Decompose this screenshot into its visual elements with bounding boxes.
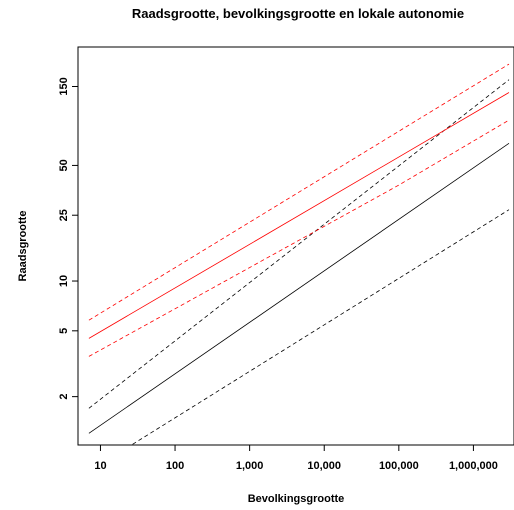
y-tick-label: 2 — [58, 394, 70, 400]
chart-title: Raadsgrootte, bevolkingsgrootte en lokal… — [132, 6, 464, 21]
y-tick-label: 5 — [58, 328, 70, 334]
y-tick-label: 10 — [58, 275, 70, 287]
y-tick-label: 150 — [58, 77, 70, 95]
series-layer — [88, 63, 510, 445]
y-tick-label: 50 — [58, 159, 70, 171]
series-line-4 — [88, 92, 510, 339]
x-tick-label: 1,000,000 — [449, 460, 498, 472]
x-tick-label: 10,000 — [307, 460, 341, 472]
x-tick-label: 100 — [166, 460, 184, 472]
series-line-1 — [88, 142, 510, 434]
series-line-5 — [88, 63, 510, 321]
x-axis-label: Bevolkingsgrootte — [248, 493, 345, 505]
plot-frame — [77, 46, 514, 446]
y-tick-label: 25 — [58, 209, 70, 221]
x-tick-label: 1,000 — [236, 460, 264, 472]
series-line-3 — [132, 209, 510, 445]
x-axis: 10 100 1,000 10,000 100,000 1,000,000 — [94, 445, 498, 472]
series-line-6 — [88, 119, 510, 357]
y-axis-label: Raadsgrootte — [17, 211, 29, 282]
x-tick-label: 10 — [94, 460, 106, 472]
series-line-2 — [88, 79, 510, 409]
x-tick-label: 100,000 — [379, 460, 419, 472]
